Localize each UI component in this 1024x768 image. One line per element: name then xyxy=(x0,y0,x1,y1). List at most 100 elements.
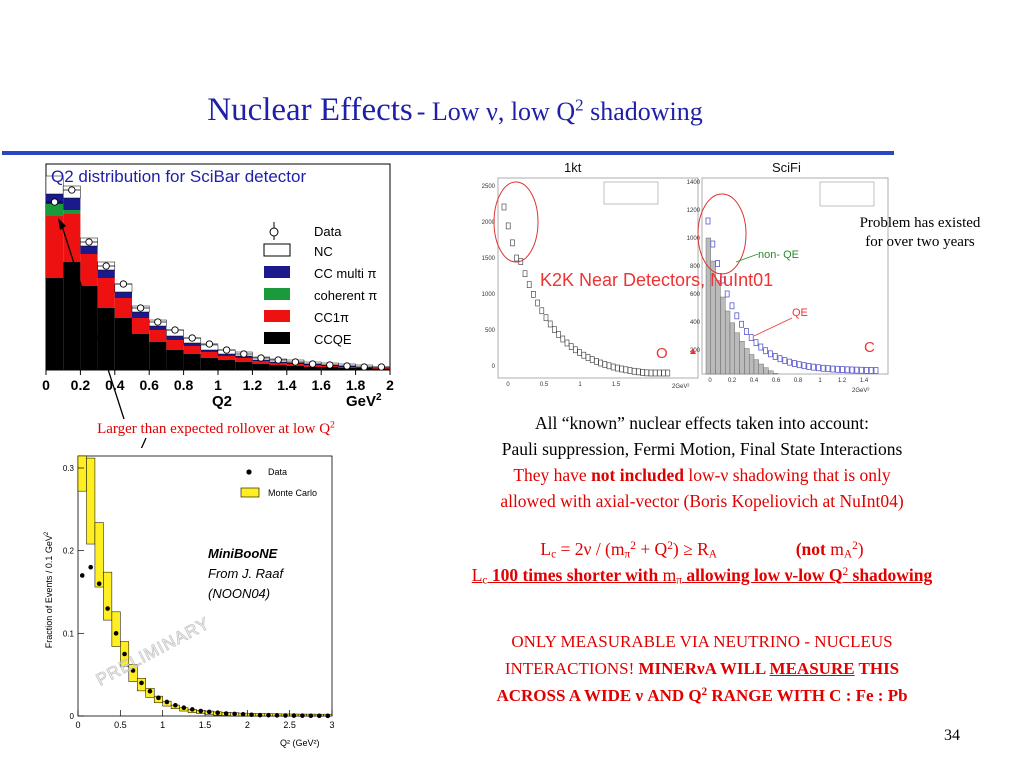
k2k-label-c: C xyxy=(864,339,875,356)
k2k-right-title: SciFi xyxy=(772,160,801,175)
legend-nc: NC xyxy=(314,244,333,259)
k2k-right-bin xyxy=(729,302,735,310)
mb-data-point xyxy=(308,713,314,719)
k2k-left-bin xyxy=(522,270,528,278)
k2k-right-bin xyxy=(859,366,865,374)
formula-line: Lc = 2ν / (mπ2 + Q2) ≥ RA (not mA2) xyxy=(540,539,864,561)
k2k-right-bin xyxy=(806,363,812,370)
mb-ytick-label: 0.3 xyxy=(63,464,75,473)
scibar-data-point xyxy=(188,334,196,342)
k2k-right-bin xyxy=(715,260,721,267)
mb-data-point xyxy=(257,712,263,718)
mb-ylabel: Fraction of Events / 0.1 GeV2 xyxy=(44,531,54,648)
k2k-right-xtick: 0 xyxy=(708,378,712,384)
k2k-right-bin xyxy=(835,365,841,373)
k2k-left-bin xyxy=(531,291,536,298)
k2k-right-bin xyxy=(734,312,740,320)
mb-legend-data: Data xyxy=(268,467,287,477)
mb-data-point xyxy=(139,680,144,686)
scibar-xtick-label: 0 xyxy=(42,377,50,393)
mb-data-point xyxy=(105,606,110,611)
k2k-left-title: 1kt xyxy=(564,160,582,175)
mb-data-point xyxy=(232,711,237,717)
k2k-left-ytick: 500 xyxy=(485,328,496,334)
k2k-left-bin xyxy=(547,320,553,328)
legend-cc-multi: CC multi π xyxy=(314,266,376,281)
scibar-bar-cc1pi xyxy=(46,216,64,278)
mb-data-point xyxy=(88,564,93,570)
k2k-left-ytick: 0 xyxy=(492,364,496,370)
k2k-left-bin xyxy=(510,239,515,247)
scibar-bar-ccqe xyxy=(304,367,322,370)
scibar-xtick-label: 0.8 xyxy=(174,377,194,393)
mb-xtick-label: 3 xyxy=(329,720,334,730)
k2k-left-bin xyxy=(514,254,519,262)
scibar-bar-nc xyxy=(45,175,64,195)
scibar-bar-ccqe xyxy=(200,358,218,370)
mb-data-point xyxy=(181,705,187,711)
k2k-right-bin xyxy=(791,360,797,367)
k2k-right-bin xyxy=(772,353,778,360)
scibar-bar-ccqe xyxy=(114,318,132,370)
k2k-right-ytick: 1200 xyxy=(687,208,701,214)
k2k-right-bin xyxy=(868,367,874,374)
k2k-right-bin xyxy=(763,347,769,355)
k2k-right-ytick: 200 xyxy=(690,348,701,354)
scibar-data-point xyxy=(291,358,300,366)
k2k-right-bin xyxy=(748,334,754,341)
legend-cc1pi: CC1π xyxy=(314,310,349,325)
scibar-data-point xyxy=(85,238,93,246)
k2k-right-bin xyxy=(777,355,783,363)
scibar-bar-coherent xyxy=(46,204,64,216)
k2k-left-bin xyxy=(543,314,549,322)
mb-data-point xyxy=(156,695,161,701)
problem-note: Problem has existed for over two years xyxy=(859,215,981,250)
page-number: 34 xyxy=(944,727,960,744)
scibar-bar-ccqe xyxy=(46,278,64,370)
scibar-data-point xyxy=(240,350,248,358)
k2k-nonqe-label: non- QE xyxy=(758,249,799,261)
scibar-bar-ccqe xyxy=(286,366,304,370)
k2k-right-bin xyxy=(710,240,716,248)
k2k-right-bin xyxy=(787,358,793,366)
k2k-right-bin xyxy=(811,363,817,371)
k2k-right-xtick: 1.2 xyxy=(838,378,847,384)
k2k-right-bin xyxy=(825,365,831,373)
mb-data-point xyxy=(122,651,127,657)
k2k-right-bin xyxy=(815,364,821,372)
k2k-left-xtick: 1.5 xyxy=(612,382,621,388)
k2k-left-ytick: 2000 xyxy=(482,220,496,226)
scibar-bar-cc1pi xyxy=(183,346,201,354)
scibar-data-point xyxy=(68,186,76,194)
k2k-right-bin xyxy=(873,367,879,374)
scibar-xtick-label: 1.2 xyxy=(243,377,263,393)
scibar-bar-cc1pi xyxy=(200,352,218,358)
scibar-data-point xyxy=(205,340,214,348)
scibar-xtick-label: 2 xyxy=(386,377,394,393)
scibar-bar-cc-multi xyxy=(149,326,167,330)
k2k-right-bin xyxy=(849,366,855,374)
caps-line2: INTERACTIONS! MINERνA WILL MEASURE THIS xyxy=(504,659,900,678)
k2k-left-bin xyxy=(564,339,570,347)
mb-data-point xyxy=(215,710,220,715)
scibar-data-point xyxy=(257,354,265,362)
scibar-xtick-label: 1.4 xyxy=(277,377,297,393)
mb-mc-bin xyxy=(86,457,96,545)
mb-credit2: (NOON04) xyxy=(208,586,270,601)
k2k-overlay-title: K2K Near Detectors, NuInt01 xyxy=(540,270,773,290)
k2k-right-bin xyxy=(844,366,850,374)
mb-data-point xyxy=(79,573,85,578)
scibar-bar-ccqe xyxy=(166,350,184,370)
k2k-left-ytick: 2500 xyxy=(482,184,496,190)
scibar-xunit: GeV2 xyxy=(346,392,382,410)
scibar-bar-cc1pi xyxy=(269,363,287,365)
mb-xtick-label: 0.5 xyxy=(114,720,127,730)
scibar-bar-cc-multi xyxy=(183,343,201,346)
k2k-right-bin xyxy=(743,328,749,335)
scibar-bar-cc1pi xyxy=(114,298,132,318)
scibar-bar-cc1pi xyxy=(63,214,81,262)
scibar-bar-cc-multi xyxy=(132,312,150,318)
caps-block: ONLY MEASURABLE VIA NEUTRINO - NUCLEUS I… xyxy=(392,628,1012,709)
k2k-left-bin xyxy=(535,299,540,307)
